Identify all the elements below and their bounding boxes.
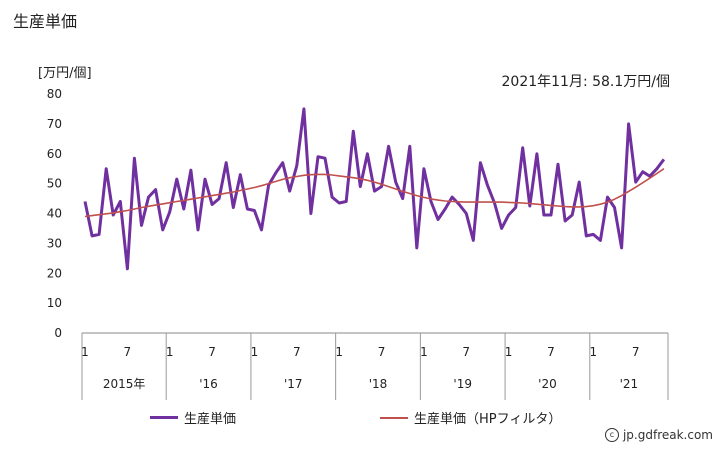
x-tick-label: 7 [632, 345, 640, 359]
copyright-icon: c [604, 428, 619, 442]
legend-item-series-2: 生産単価（HPフィルタ） [380, 408, 561, 427]
legend-label-series-1: 生産単価 [184, 412, 237, 427]
y-tick-label: 80 [47, 87, 62, 101]
year-label: '21 [620, 377, 639, 391]
x-tick-label: 1 [251, 345, 259, 359]
year-label: '16 [199, 377, 218, 391]
credit-text: jp.gdfreak.com [622, 428, 713, 442]
credit: c jp.gdfreak.com [604, 428, 713, 442]
x-tick-label: 1 [590, 345, 598, 359]
y-tick-label: 20 [47, 266, 62, 280]
y-tick-label: 0 [54, 326, 62, 340]
x-tick-label: 7 [124, 345, 132, 359]
y-tick-label: 40 [47, 207, 62, 221]
x-tick-label: 7 [208, 345, 216, 359]
legend-swatch-series-1 [150, 416, 178, 419]
latest-value-annotation: 2021年11月: 58.1万円/個 [501, 74, 671, 90]
x-tick-label: 1 [81, 345, 89, 359]
y-axis-unit-label: [万円/個] [38, 66, 92, 81]
x-tick-label: 1 [166, 345, 174, 359]
year-label: 2015年 [103, 377, 146, 391]
legend-item-series-1: 生産単価 [150, 408, 236, 427]
x-tick-label: 7 [378, 345, 386, 359]
x-tick-label: 7 [293, 345, 301, 359]
y-tick-label: 10 [47, 296, 62, 310]
y-tick-label: 70 [47, 117, 62, 131]
year-label: '19 [453, 377, 472, 391]
x-tick-label: 1 [420, 345, 428, 359]
series-line-production-unit-price [83, 107, 666, 271]
legend-swatch-series-2 [380, 416, 408, 419]
y-tick-label: 60 [47, 147, 62, 161]
legend-label-series-2: 生産単価（HPフィルタ） [414, 412, 562, 427]
x-tick-label: 1 [335, 345, 343, 359]
y-tick-label: 30 [47, 236, 62, 250]
year-label: '17 [284, 377, 303, 391]
x-tick-label: 7 [547, 345, 555, 359]
x-tick-label: 7 [462, 345, 470, 359]
series-line-hp-filter [84, 168, 665, 218]
y-tick-label: 50 [47, 177, 62, 191]
chart-title: 生産単価 [13, 12, 78, 31]
year-label: '18 [369, 377, 388, 391]
x-tick-label: 1 [505, 345, 513, 359]
year-label: '20 [538, 377, 557, 391]
